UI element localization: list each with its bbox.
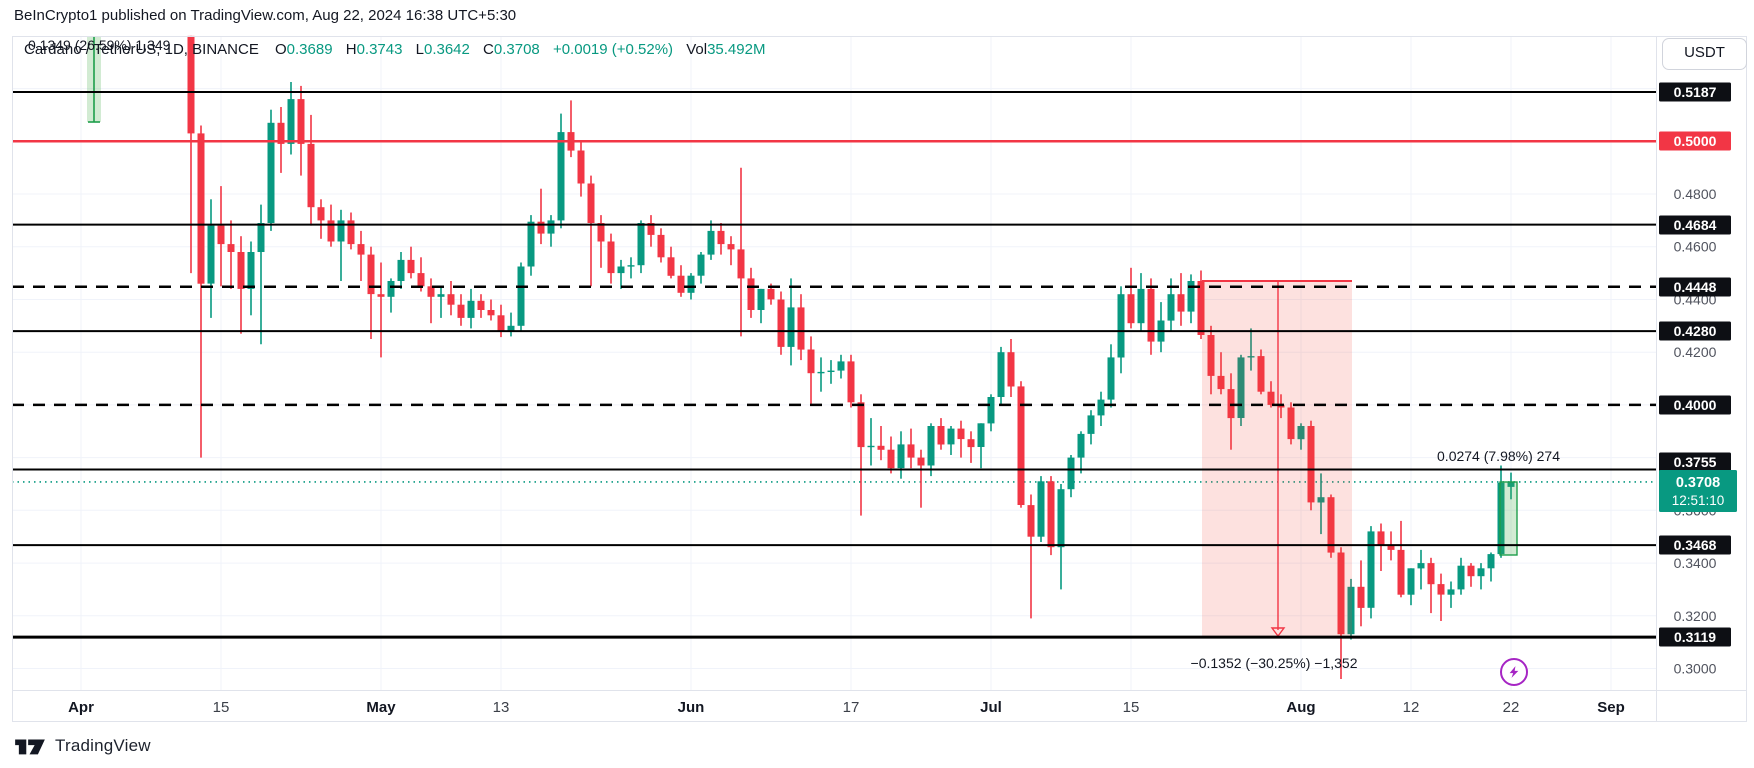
svg-text:15: 15	[213, 699, 230, 716]
svg-text:May: May	[366, 699, 396, 716]
svg-text:Jul: Jul	[980, 699, 1002, 716]
svg-text:0.4600: 0.4600	[1674, 239, 1717, 255]
tradingview-wordmark: TradingView	[55, 736, 151, 755]
svg-text:0.5000: 0.5000	[1674, 133, 1717, 149]
levels-layer	[12, 91, 1656, 639]
drop-measure-label: −0.1352 (−30.25%) −1,352	[1190, 655, 1358, 671]
lightning-bolt-icon	[1509, 666, 1519, 678]
svg-text:Sep: Sep	[1597, 699, 1625, 716]
svg-text:0.3708: 0.3708	[1676, 475, 1720, 491]
svg-text:0.3400: 0.3400	[1674, 555, 1717, 571]
svg-text:0.4448: 0.4448	[1674, 279, 1717, 295]
svg-text:0.4280: 0.4280	[1674, 323, 1717, 339]
svg-text:12: 12	[1403, 699, 1420, 716]
svg-text:12:51:10: 12:51:10	[1672, 493, 1725, 508]
svg-text:0.3200: 0.3200	[1674, 608, 1717, 624]
svg-text:22: 22	[1503, 699, 1520, 716]
svg-text:13: 13	[493, 699, 510, 716]
gain-measure-band	[87, 36, 101, 123]
tradingview-footer[interactable]: TradingView	[13, 733, 151, 759]
svg-text:0.3755: 0.3755	[1674, 454, 1717, 470]
svg-text:Apr: Apr	[68, 699, 94, 716]
svg-text:0.4800: 0.4800	[1674, 186, 1717, 202]
svg-text:Aug: Aug	[1286, 699, 1315, 716]
bounce-measure-label: 0.0274 (7.98%) 274	[1437, 448, 1560, 464]
svg-text:0.4200: 0.4200	[1674, 344, 1717, 360]
svg-text:0.3119: 0.3119	[1674, 629, 1716, 645]
svg-text:0.3000: 0.3000	[1674, 661, 1717, 677]
price-level-badges: 0.5187 0.5000 0.4684 0.4448 0.4280 0.4000 0.37…	[1659, 82, 1731, 647]
currency-button[interactable]: USDT	[1662, 38, 1747, 70]
tradingview-logo-icon	[15, 739, 45, 755]
svg-text:0.3468: 0.3468	[1674, 537, 1717, 553]
svg-text:Jun: Jun	[678, 699, 705, 716]
svg-text:15: 15	[1123, 699, 1140, 716]
svg-text:0.4684: 0.4684	[1674, 217, 1717, 233]
time-scale-labels[interactable]: Apr 15 May 13 Jun 17 Jul 15 Aug 12 22 Sep	[68, 699, 1625, 716]
flash-icon[interactable]	[1500, 658, 1528, 686]
bounce-measure-band	[1499, 481, 1518, 556]
svg-text:0.4000: 0.4000	[1674, 397, 1717, 413]
drop-measure-region	[1202, 280, 1352, 638]
chart-borders	[12, 36, 1747, 722]
current-price-badge: 0.3708 12:51:10	[1659, 470, 1737, 512]
candles-layer	[187, 35, 1515, 679]
svg-text:0.5187: 0.5187	[1674, 84, 1717, 100]
price-scale-labels[interactable]: 0.48000.46000.44000.42000.36000.34000.32…	[1674, 186, 1717, 677]
svg-text:17: 17	[843, 699, 860, 716]
published-note: BeInCrypto1 published on TradingView.com…	[14, 7, 517, 24]
